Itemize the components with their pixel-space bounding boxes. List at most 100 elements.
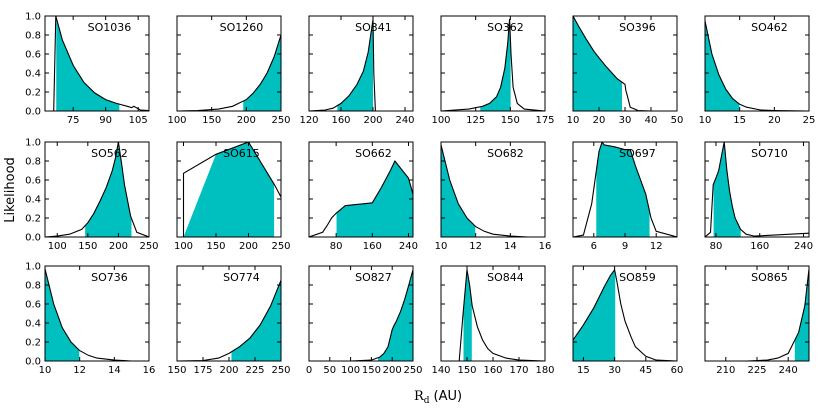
shaded-region [336,161,413,237]
x-tick-label: 200 [383,365,402,376]
x-tick-label: 240 [395,115,414,126]
axes-frame [704,141,810,238]
y-tick-label: 0.2 [25,88,41,99]
likelihood-curve [182,142,281,237]
x-tick-label: 160 [363,241,382,252]
panel-title: SO615 [223,147,260,160]
x-tick-label: 200 [363,115,382,126]
x-tick-label: 10 [39,365,52,376]
x-tick-label: 30 [619,115,632,126]
x-tick-label: 240 [399,241,418,252]
x-tick-label: 250 [139,241,158,252]
x-tick-label: 20 [768,115,781,126]
x-tick-label: 200 [239,241,258,252]
panel-so844: 140 150 160 170 180 SO844 [431,265,555,376]
y-tick-label: 0.8 [25,281,41,292]
x-tick-label: 150 [202,115,221,126]
x-tick-label: 250 [271,115,290,126]
shaded-region [794,268,809,361]
x-tick-label: 160 [750,241,769,252]
likelihood-curve [441,269,545,361]
panel-so1260: 100 150 200 250 SO1260 [167,15,291,126]
panel-so662: 80 160 240 SO662 [308,141,418,252]
x-tick-label: 100 [341,365,360,376]
x-tick-label: 10 [567,115,580,126]
x-tick-label: 30 [608,365,621,376]
y-tick-label: 0.4 [25,319,41,330]
x-tick-label: 0 [306,365,312,376]
panel-so710: 80 160 240 SO710 [704,141,813,252]
shaded-region [463,269,473,361]
shaded-region [337,19,374,111]
x-tick-label: 250 [403,365,422,376]
axes-frame [44,15,150,112]
y-tick-label: 0.0 [25,357,41,368]
x-tick-label: 50 [323,365,336,376]
panel-title: SO1260 [220,21,264,34]
x-tick-label: 250 [271,241,290,252]
x-tick-label: 80 [330,241,343,252]
shaded-region [231,280,281,361]
y-tick-label: 0.6 [25,300,41,311]
axes-frame [44,265,150,362]
panel-so462: 10 15 20 25 SO462 [699,15,816,126]
x-tick-label: 10 [699,115,712,126]
y-tick-label: 0.4 [25,195,41,206]
x-tick-label: 25 [803,115,816,126]
axes-frame [308,265,414,362]
x-tick-label: 150 [501,115,520,126]
x-tick-label: 150 [457,365,476,376]
likelihood-curve [309,159,413,237]
x-tick-label: 160 [483,365,502,376]
x-tick-label: 250 [271,365,290,376]
x-axis-unit: (AU) [434,389,463,404]
x-tick-label: 160 [331,115,350,126]
x-tick-label: 150 [206,241,225,252]
y-tick-label: 0.6 [25,50,41,61]
axes-frame [308,15,414,112]
panel-title: SO710 [751,147,788,160]
axes-frame [44,141,150,238]
panel-so827: 0 50 100 150 200 250 SO827 [306,265,423,376]
x-tick-label: 45 [639,365,652,376]
likelihood-curve [177,34,281,111]
x-tick-label: 50 [671,115,684,126]
x-axis-subscript: d [424,396,430,406]
likelihood-curve [177,280,281,361]
y-tick-label: 0.0 [25,233,41,244]
x-tick-label: 175 [535,115,554,126]
x-tick-label: 10 [435,241,448,252]
y-tick-label: 0.2 [25,214,41,225]
panel-so774: 150 175 200 225 250 SO774 [167,265,291,376]
y-tick-label: 0.0 [25,107,41,118]
x-tick-label: 14 [504,241,517,252]
likelihood-curve [573,268,677,361]
y-tick-label: 0.2 [25,338,41,349]
panel-title: SO827 [355,271,392,284]
panel-title: SO774 [223,271,260,284]
x-tick-label: 105 [129,115,148,126]
panel-title: SO462 [751,21,788,34]
x-tick-label: 170 [509,365,528,376]
panel-title: SO1036 [88,21,132,34]
x-tick-label: 200 [219,365,238,376]
panel-title: SO341 [355,21,392,34]
panel-so736: 10 12 14 16 0.0 0.2 0.4 0.6 0.8 1.0 SO736 [25,262,155,377]
x-tick-label: 15 [733,115,746,126]
x-tick-label: 15 [577,365,590,376]
panel-title: SO865 [751,271,788,284]
likelihood-curve [45,16,149,111]
panel-so1036: 75 90 105 0.0 0.2 0.4 0.6 0.8 1.0 SO1036 [25,12,150,126]
axes-frame [440,15,546,112]
x-tick-label: 20 [593,115,606,126]
x-tick-label: 150 [78,241,97,252]
x-tick-label: 12 [469,241,482,252]
axes-frame [176,15,282,112]
x-tick-label: 210 [716,365,735,376]
x-tick-label: 150 [167,365,186,376]
panel-so396: 10 20 30 40 50 SO396 [567,15,684,126]
shaded-region [595,142,650,237]
panel-title: SO396 [619,21,656,34]
shaded-region [55,16,120,111]
